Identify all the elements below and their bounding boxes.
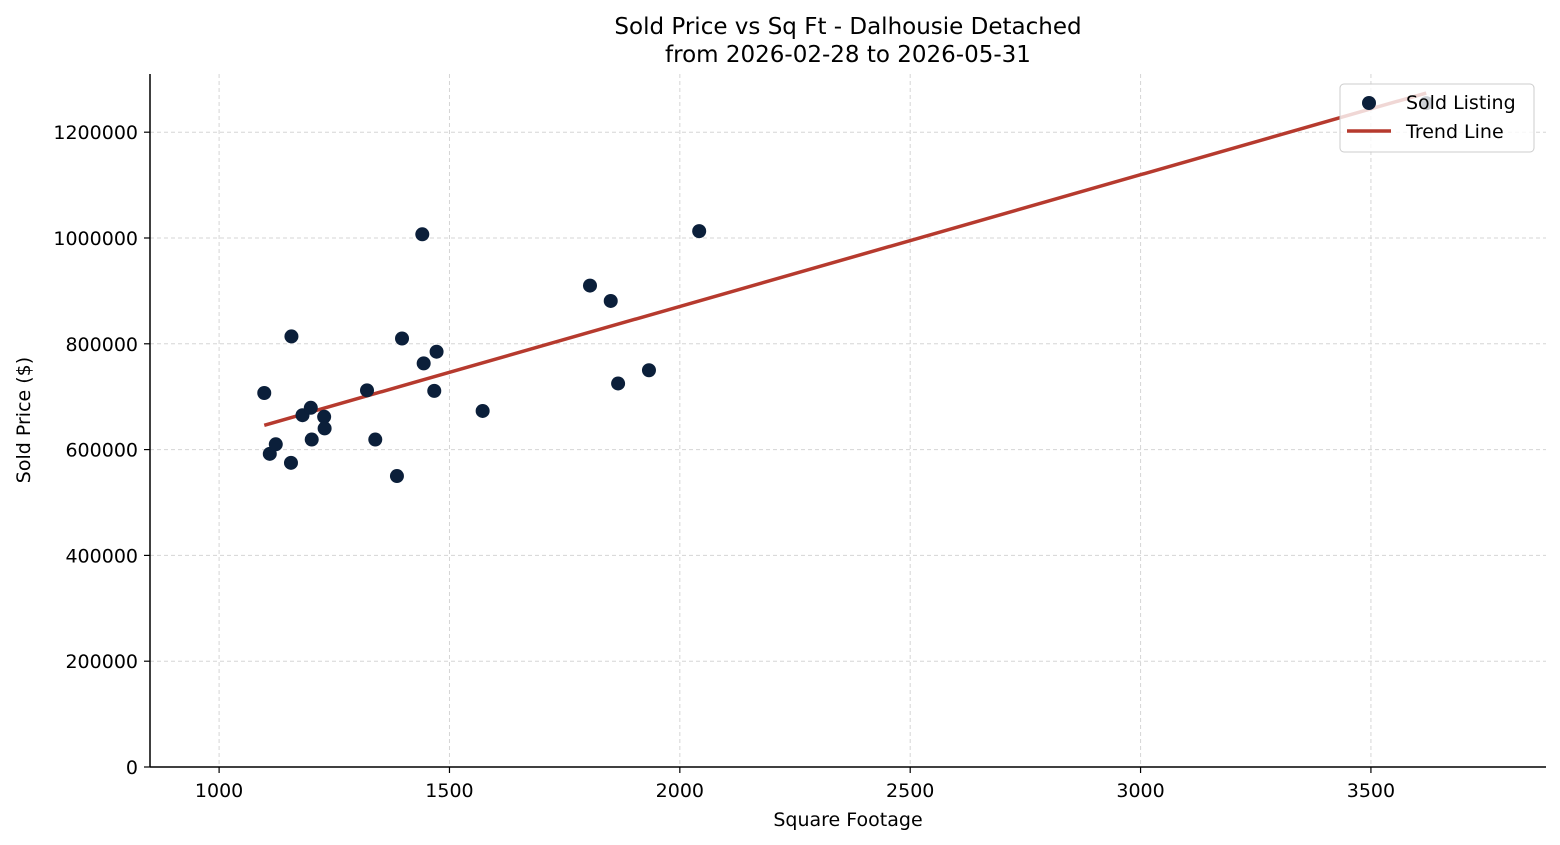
x-tick-label: 3000 <box>1116 780 1164 802</box>
x-tick-label: 1000 <box>195 780 243 802</box>
data-point <box>283 455 298 470</box>
x-axis-label: Square Footage <box>773 809 922 831</box>
data-point <box>427 383 442 398</box>
x-tick-label: 2000 <box>656 780 704 802</box>
data-point <box>317 421 332 436</box>
legend-box <box>1339 83 1535 153</box>
data-point <box>429 344 444 359</box>
data-point <box>257 385 272 400</box>
data-point <box>368 432 383 447</box>
data-point <box>611 376 626 391</box>
y-tick-label: 800000 <box>65 334 138 356</box>
y-tick-label: 200000 <box>65 651 138 673</box>
y-tick-label: 400000 <box>65 545 138 567</box>
data-point <box>360 383 375 398</box>
data-point <box>603 293 618 308</box>
y-tick-label: 1000000 <box>53 228 138 250</box>
data-point <box>317 409 332 424</box>
chart-title: Sold Price vs Sq Ft - Dalhousie Detached <box>614 14 1081 40</box>
trend-line-group <box>263 91 1427 427</box>
y-tick-label: 600000 <box>65 440 138 462</box>
y-axis-label: Sold Price ($) <box>13 357 35 483</box>
axes <box>149 74 1546 768</box>
grid-lines <box>150 74 1546 768</box>
data-point <box>416 356 431 371</box>
x-tick-label: 3500 <box>1347 780 1395 802</box>
data-point <box>389 469 404 484</box>
data-point <box>475 403 490 418</box>
data-point <box>304 432 319 447</box>
y-tick-label: 1200000 <box>53 122 138 144</box>
y-axis-ticks: 0 200000 400000 600000 800000 1000000 1200000 <box>53 122 150 779</box>
trend-line <box>263 91 1427 427</box>
legend-label-sold-listing: Sold Listing <box>1406 92 1516 114</box>
x-tick-label: 1500 <box>425 780 473 802</box>
data-point <box>692 224 707 239</box>
x-tick-label: 2500 <box>886 780 934 802</box>
data-point <box>303 400 318 415</box>
data-point <box>641 363 656 378</box>
scatter-points <box>257 96 1434 484</box>
data-point <box>415 227 430 242</box>
legend-marker-sold-listing <box>1362 96 1376 110</box>
data-point <box>284 329 299 344</box>
y-tick-label: 0 <box>126 757 138 779</box>
data-point <box>582 278 597 293</box>
data-point <box>268 437 283 452</box>
legend-label-trend-line: Trend Line <box>1405 121 1504 143</box>
chart-subtitle: from 2026-02-28 to 2026-05-31 <box>665 42 1031 68</box>
x-axis-ticks: 1000 1500 2000 2500 3000 3500 <box>195 767 1395 802</box>
data-point <box>395 331 410 346</box>
legend: Sold Listing Trend Line <box>1339 83 1535 153</box>
